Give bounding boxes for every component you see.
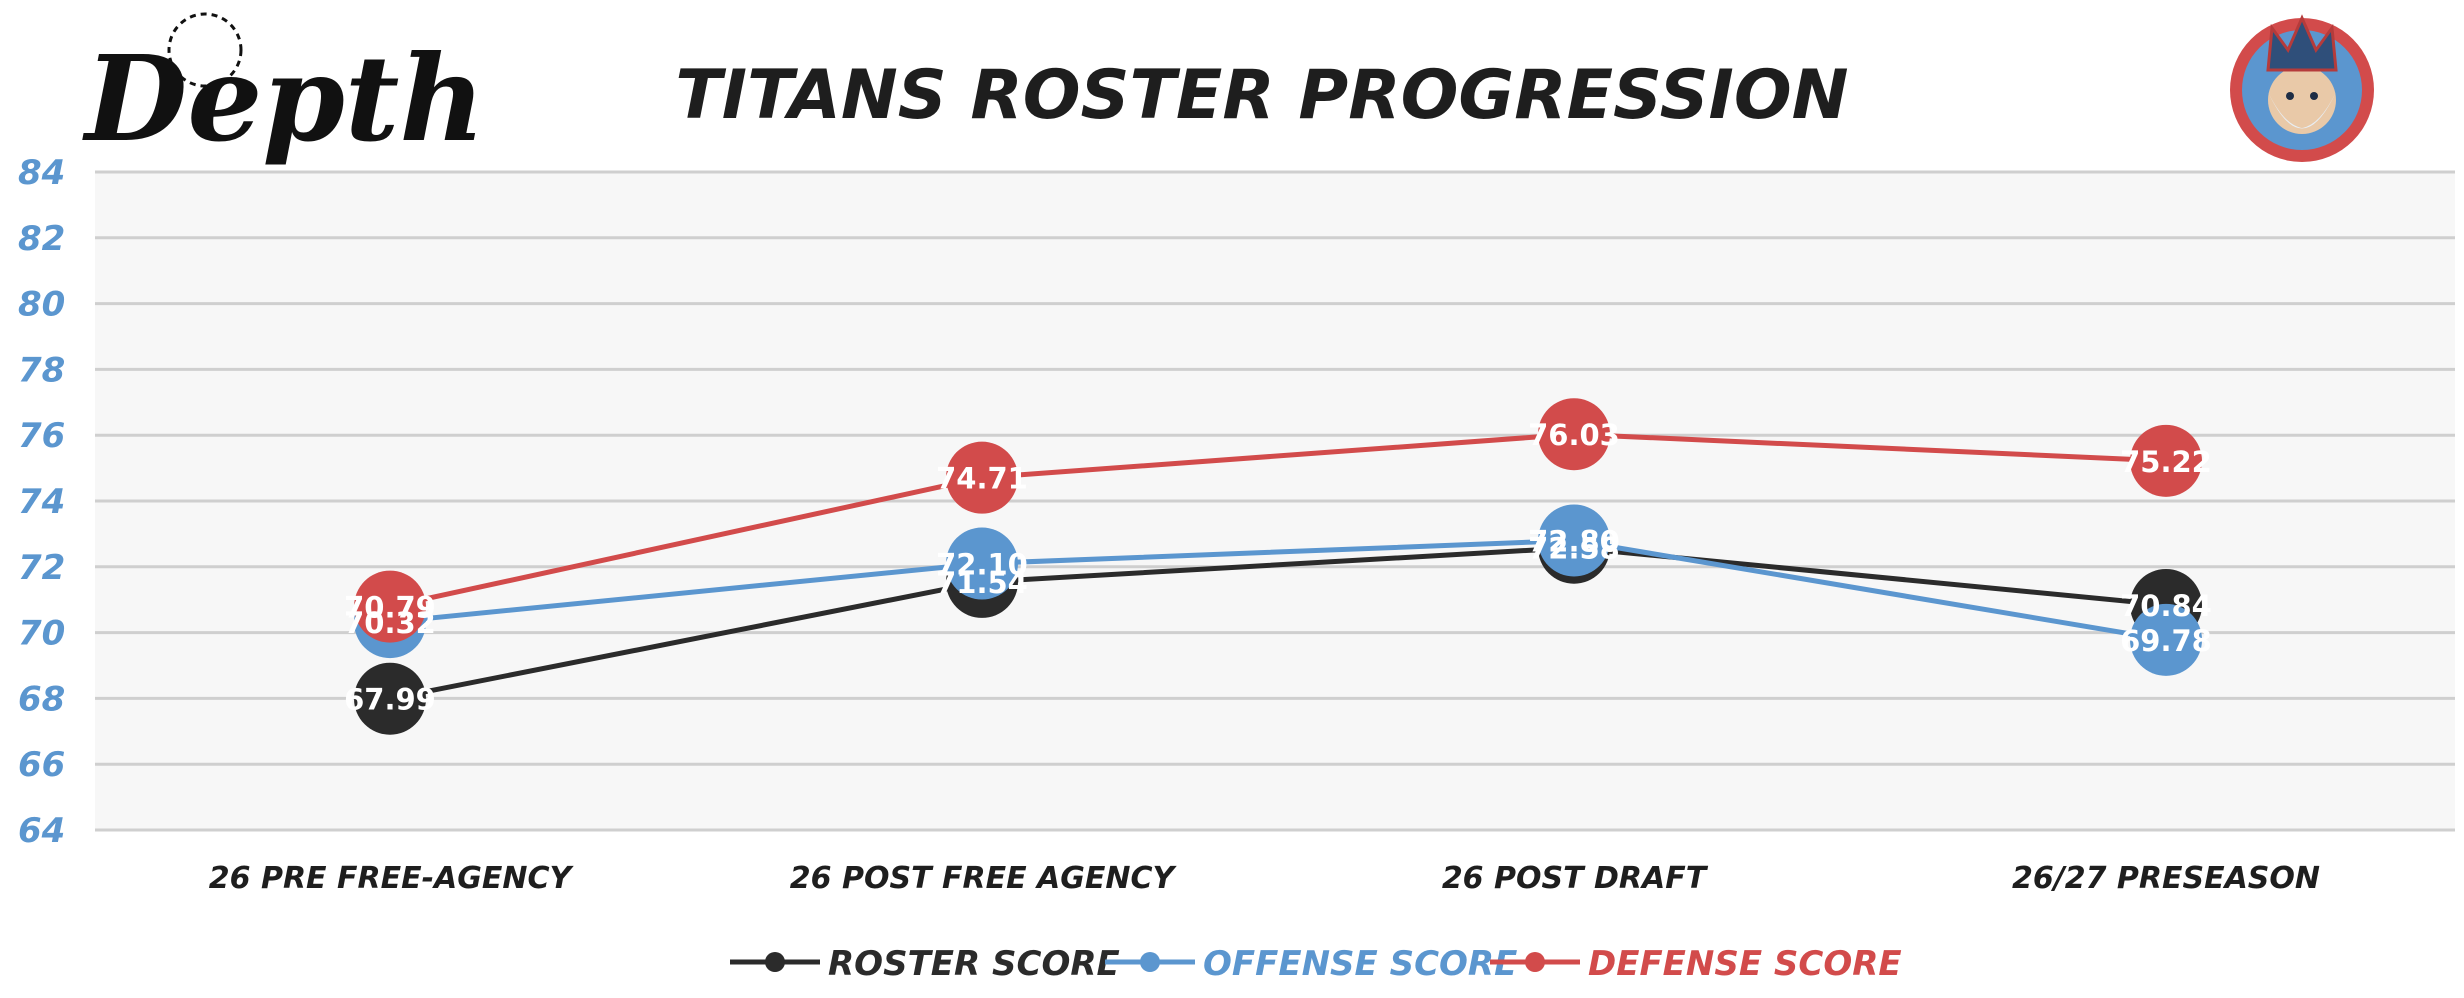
data-label-roster: 71.54 bbox=[936, 566, 1028, 600]
data-point-defense bbox=[946, 441, 1018, 514]
data-label-roster: 67.99 bbox=[344, 683, 436, 717]
y-tick-label: 64 bbox=[18, 811, 65, 851]
data-point-offense bbox=[946, 527, 1018, 600]
data-label-defense: 76.03 bbox=[1528, 418, 1620, 452]
data-label-roster: 72.58 bbox=[1528, 532, 1620, 566]
data-label-offense: 69.78 bbox=[2120, 624, 2212, 658]
data-label-defense: 74.71 bbox=[936, 462, 1028, 496]
y-tick-label: 84 bbox=[18, 153, 65, 193]
data-point-defense bbox=[354, 570, 426, 643]
data-label-roster: 70.84 bbox=[2120, 589, 2212, 623]
chart-title: TITANS ROSTER PROGRESSION bbox=[675, 56, 1848, 135]
data-label-defense: 75.22 bbox=[2120, 445, 2212, 479]
depth-logo: Depth bbox=[82, 12, 485, 168]
legend-label-defense: DEFENSE SCORE bbox=[1588, 944, 1902, 984]
y-tick-label: 76 bbox=[18, 416, 65, 456]
data-label-offense: 72.80 bbox=[1528, 524, 1620, 558]
legend-label-offense: OFFENSE SCORE bbox=[1203, 944, 1517, 984]
series-line-offense bbox=[389, 537, 2167, 643]
y-tick-label: 66 bbox=[18, 745, 65, 785]
data-point-defense bbox=[2130, 424, 2202, 497]
y-tick-label: 68 bbox=[18, 679, 65, 719]
x-category-label: 26 POST DRAFT bbox=[1442, 861, 1709, 896]
data-point-defense bbox=[1538, 398, 1610, 471]
x-category-label: 26 PRE FREE-AGENCY bbox=[209, 861, 575, 896]
y-tick-label: 82 bbox=[18, 219, 65, 259]
legend-marker-defense bbox=[1525, 952, 1545, 972]
data-point-offense bbox=[1538, 504, 1610, 577]
data-label-offense: 72.10 bbox=[936, 548, 1028, 582]
y-tick-label: 70 bbox=[18, 614, 65, 654]
data-point-offense bbox=[2130, 603, 2202, 676]
series-line-defense bbox=[389, 431, 2167, 610]
y-tick-label: 80 bbox=[18, 285, 65, 325]
x-category-label: 26/27 PRESEASON bbox=[2012, 861, 2320, 896]
king-mascot-icon bbox=[2230, 14, 2374, 162]
x-category-label: 26 POST FREE AGENCY bbox=[790, 861, 1178, 896]
y-tick-label: 74 bbox=[18, 482, 65, 522]
depth-logo-text: Depth bbox=[82, 29, 485, 168]
data-label-offense: 70.32 bbox=[344, 606, 436, 640]
y-tick-label: 78 bbox=[18, 350, 65, 390]
series-line-roster bbox=[389, 545, 2167, 702]
legend-marker-offense bbox=[1140, 952, 1160, 972]
legend-label-roster: ROSTER SCORE bbox=[828, 944, 1120, 984]
legend-marker-roster bbox=[765, 952, 785, 972]
y-tick-label: 72 bbox=[18, 548, 65, 588]
data-point-roster bbox=[354, 662, 426, 735]
data-label-defense: 70.79 bbox=[344, 591, 436, 625]
